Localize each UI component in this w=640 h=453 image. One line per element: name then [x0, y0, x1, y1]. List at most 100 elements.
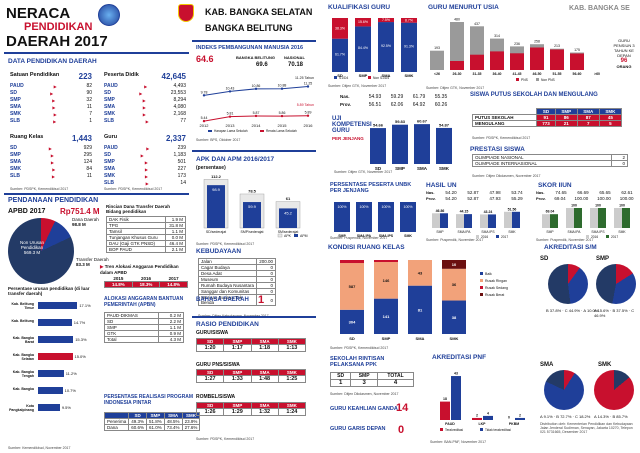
rasio-gp-label: GURU PNS/SISWA	[196, 362, 240, 368]
pnf-akr-value: 0	[508, 416, 510, 420]
usia-category: <26	[434, 72, 440, 76]
kab-value: 9.5%	[61, 405, 71, 410]
pendanaan-source: Sumber: Kemendikbud, November 2017	[8, 446, 71, 450]
peserta-label: Peserta Didik	[104, 72, 139, 78]
iiun-legend-swatch	[606, 235, 609, 238]
kondisi-legend: Rusak Berat	[485, 293, 504, 297]
satuan-level: SMA	[10, 104, 22, 110]
kualifikasi-s1-bar	[355, 26, 371, 72]
guru-level: SMA	[104, 166, 116, 172]
iiun-bar	[550, 214, 558, 228]
arrow-icon: ▶	[50, 153, 54, 158]
hasil-un-nas-value: 53.74	[511, 190, 523, 195]
arrow-icon: ▶	[144, 84, 148, 89]
kab-bar	[38, 302, 78, 309]
ukg-bar	[370, 128, 386, 164]
rasio-value-cell: 1:13	[277, 344, 307, 352]
ipm-hls-point	[306, 85, 310, 88]
ruang-value: 11	[86, 173, 92, 179]
kondisi-category: SMP	[382, 336, 391, 341]
kab-value: 15.3%	[75, 337, 87, 342]
dana-daerah-label: Dana Daerah 98.8 M	[72, 217, 99, 227]
hasil-un-source: Sumber: Puspendik, November 2017	[426, 238, 484, 242]
akr-sd-pie	[548, 264, 588, 304]
kab-value: 15.0%	[74, 354, 86, 359]
hasil-un-value: 43.24	[484, 210, 493, 214]
rincian-title: Rincian Dana Transfer Daerah Bidang pend…	[106, 204, 171, 214]
kualifikasi-source: Sumber: Ditjen GTK, November 2017	[328, 84, 387, 88]
satuan-row: SD ▶ 90	[10, 90, 92, 97]
realisasi-title: PERSENTASE REALISASI PROGRAM INDONESIA P…	[104, 394, 194, 406]
apm-legend-swatch	[294, 234, 298, 237]
kondisi-bar-baik	[374, 298, 398, 334]
satuan-value: 11	[86, 104, 92, 110]
arrow-icon: ▶	[50, 160, 54, 165]
kondisi-value: 141	[383, 314, 390, 319]
kondisi-title: KONDISI RUANG KELAS	[328, 244, 405, 251]
kondisi-bar-sedang	[340, 260, 364, 264]
kab-value: 17.1%	[79, 303, 91, 308]
pnf-legend-tidak: Tidak terakreditasi	[485, 428, 511, 432]
kualifikasi-category: SD	[337, 73, 343, 78]
data-source-2: Sumber: PDSPK, Kemendikbud 2017	[104, 187, 163, 191]
unbk-source: Sumber: Puspendik, November 2017	[330, 236, 388, 240]
kondisi-bar-ringan	[374, 262, 398, 299]
ipm-rls-point	[254, 114, 258, 118]
apk-category: SMP/sederajat	[241, 230, 264, 234]
ppk-source: Sumber: Ditjen Dikdasmen, November 2017	[330, 392, 399, 396]
ruang-kelas-block: Ruang Kelas 1,443 SD ▶ 929 SMP ▶ 295 SMA ▶ 124 SMK…	[10, 134, 92, 180]
apk-value: 78.5	[248, 188, 257, 193]
pnf-legend-akr-swatch	[440, 428, 443, 431]
pnf-source: Sumber: BAN-PNF, November 2017	[430, 440, 487, 444]
persentase-label: Persentase urusan pendidikan (di luar tr…	[8, 286, 90, 296]
hasil-un-value: 46.86	[436, 209, 445, 213]
unbk-title: PERSENTASE PESERTA UNBK PER JENJANG	[330, 182, 412, 194]
kondisi-bar-berat	[442, 260, 466, 269]
ruang-value: 84	[86, 166, 92, 172]
unbk-category: SMA IPS	[379, 234, 394, 238]
kondisi-category: SMA	[416, 336, 425, 341]
iiun-nas-value: 62.61	[621, 190, 633, 195]
kebudayaan-row: Warisan Budaya Tak Benda 0	[197, 294, 276, 306]
kondisi-bar-ringan	[340, 263, 364, 310]
rasio-value-cell: 1:29	[223, 408, 252, 416]
hasil-un-nas-label: Nas.	[426, 190, 435, 195]
ukg-value: 59.83	[395, 119, 406, 124]
iiun-title: SKOR IIUN	[538, 182, 572, 189]
akr-smk-pie	[594, 370, 634, 410]
kualifikasi-non-bar	[332, 18, 348, 39]
hasil-un-prov-value: 52.87	[467, 196, 479, 201]
arrow-icon: ▶	[146, 146, 150, 151]
arrow-icon: ▶	[142, 112, 146, 117]
realisasi-row: Dana 60.6% 61.0% 73.4% 27.6%	[103, 424, 201, 431]
prestasi-table: OLIMPIADE NASIONAL 2 OLIMPIADE INTERNASION…	[471, 154, 628, 167]
tut-wuri-logo-icon	[98, 4, 120, 26]
kebudayaan-title: KEBUDAYAAN	[196, 248, 242, 255]
unbk-category: SMA IPA	[357, 234, 372, 238]
iiun-prev-bar	[542, 214, 550, 228]
tren-year-2016: 2016	[140, 276, 151, 281]
kualifikasi-legend-non: Non S1/D4	[373, 76, 389, 80]
hasil-un-prev-bar	[504, 211, 512, 228]
usia-value: 213	[554, 44, 560, 48]
hasil-un-category: SMK	[508, 230, 516, 234]
region-name: KAB. BANGKA SELATAN	[205, 7, 313, 17]
rasio-rombel-table: SD SMP SMA SMK 1:26 1:29 1:32 1:24	[195, 402, 307, 416]
arrow-icon: ▶	[53, 112, 57, 117]
arrow-icon: ▶	[53, 119, 57, 124]
akr-smk-label: SMK	[598, 362, 612, 368]
unbk-chart: 100% SMP 100% SMA IPA 100% SMA IPS 100% SMK	[334, 202, 416, 238]
guru-level: SLB	[104, 180, 114, 186]
apk-category: SM/sederajat	[278, 230, 299, 234]
ukg-value: 54.87	[439, 122, 450, 127]
ipm-hls-point	[254, 87, 258, 91]
hasil-un-prov-value: 54.20	[445, 196, 457, 201]
ruang-row: SMA ▶ 124	[10, 159, 92, 166]
ipm-hls-last: 11.25 Tahun	[295, 76, 314, 80]
prestasi-row: OLIMPIADE INTERNASIONAL 0	[471, 160, 628, 167]
hasil-un-prev-bar	[456, 214, 464, 228]
akr-sd-label: SD	[540, 256, 549, 262]
usia-pns-bar	[450, 61, 464, 70]
apbd-value: Rp751.4 M	[60, 207, 100, 216]
iiun-nas-value: 66.69	[577, 190, 589, 195]
